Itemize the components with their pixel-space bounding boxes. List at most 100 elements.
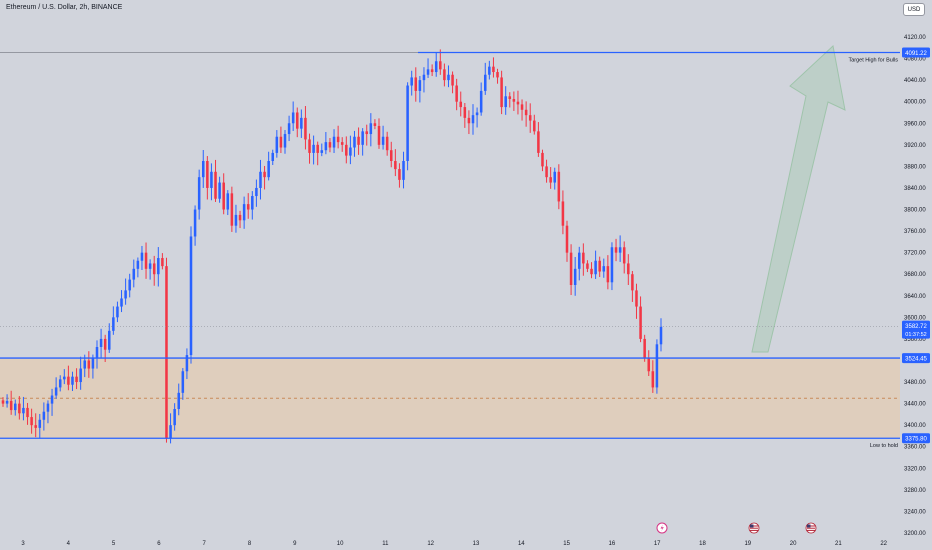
- candle: [434, 61, 438, 73]
- candle: [226, 193, 230, 210]
- y-tick-label: 3960.00: [904, 121, 926, 127]
- candle: [79, 368, 82, 383]
- candle: [520, 104, 524, 110]
- x-tick-label: 9: [293, 541, 297, 547]
- candle: [189, 236, 193, 356]
- candle: [54, 387, 58, 396]
- candle: [300, 117, 303, 129]
- candle: [124, 290, 127, 299]
- candle: [214, 171, 217, 199]
- candle: [210, 171, 213, 188]
- candle: [128, 279, 131, 291]
- x-tick-label: 18: [699, 541, 706, 547]
- y-tick-label: 3720.00: [904, 251, 926, 257]
- us-flag-icon[interactable]: [805, 522, 817, 534]
- candle: [267, 161, 270, 178]
- candle: [34, 425, 37, 428]
- x-tick-label: 10: [337, 541, 344, 547]
- x-tick-label: 7: [203, 541, 207, 547]
- candle: [50, 395, 54, 404]
- candle: [120, 298, 123, 307]
- y-tick-label: 4080.00: [904, 57, 926, 63]
- candle: [479, 90, 483, 113]
- candle: [312, 144, 315, 153]
- candle: [545, 166, 548, 178]
- candle: [410, 77, 413, 86]
- candle: [316, 144, 319, 153]
- candle: [459, 101, 463, 108]
- candle: [369, 123, 373, 135]
- candle: [385, 136, 389, 151]
- candle: [67, 376, 70, 385]
- y-tick-label: 3360.00: [904, 445, 926, 451]
- y-tick-label: 3800.00: [904, 208, 926, 214]
- candle: [87, 360, 91, 369]
- y-tick-label: 3560.00: [904, 337, 926, 343]
- candle: [541, 152, 544, 167]
- lightning-icon[interactable]: [656, 522, 668, 534]
- candle: [197, 177, 201, 210]
- candle: [524, 109, 528, 116]
- candle: [512, 99, 516, 102]
- candle: [304, 117, 307, 140]
- candle: [246, 204, 250, 210]
- us-flag-icon[interactable]: [748, 522, 760, 534]
- candle: [148, 263, 152, 269]
- candle: [553, 171, 557, 183]
- candle: [255, 187, 258, 197]
- level-price-badge: [902, 47, 930, 58]
- y-tick-label: 3240.00: [904, 509, 926, 515]
- candle: [610, 247, 614, 283]
- y-tick-label: 3480.00: [904, 380, 926, 386]
- candle: [132, 268, 136, 280]
- current-price-badge: [902, 320, 930, 339]
- candle: [557, 171, 561, 202]
- x-tick-label: 13: [473, 541, 480, 547]
- candle: [18, 403, 21, 414]
- currency-button[interactable]: USD: [903, 3, 925, 16]
- candle: [340, 142, 344, 145]
- candle: [508, 96, 512, 99]
- y-tick-label: 3760.00: [904, 229, 926, 235]
- candle: [602, 266, 606, 272]
- y-tick-label: 3640.00: [904, 294, 926, 300]
- y-tick-label: 3280.00: [904, 488, 926, 494]
- candle: [443, 69, 446, 81]
- candle: [295, 112, 299, 129]
- candle: [577, 252, 581, 269]
- candle: [398, 169, 401, 180]
- candle: [308, 139, 311, 153]
- candle: [144, 252, 148, 269]
- candle: [635, 290, 638, 307]
- candle: [107, 330, 111, 350]
- candle: [201, 161, 205, 178]
- candle: [537, 131, 540, 153]
- candle: [447, 74, 450, 81]
- candle: [422, 74, 426, 81]
- candle: [463, 107, 467, 118]
- x-tick-label: 17: [654, 541, 661, 547]
- candle: [320, 150, 324, 153]
- candle: [582, 252, 585, 264]
- candle: [627, 263, 630, 275]
- candle: [173, 409, 176, 426]
- candle: [26, 407, 29, 418]
- candle: [99, 338, 103, 347]
- y-tick-label: 3840.00: [904, 186, 926, 192]
- x-tick-label: 20: [790, 541, 797, 547]
- candle: [75, 376, 78, 383]
- candle: [377, 125, 381, 145]
- y-tick-label: 3600.00: [904, 315, 926, 321]
- chart-title: Ethereum / U.S. Dollar, 2h, BINANCE: [6, 4, 123, 11]
- y-tick-label: 3200.00: [904, 531, 926, 537]
- candle: [165, 266, 168, 439]
- candle: [500, 77, 503, 108]
- level-price-label: 3524.45: [905, 357, 927, 363]
- candle: [504, 96, 507, 108]
- candle: [218, 182, 221, 199]
- candle: [230, 193, 234, 226]
- x-tick-label: 22: [880, 541, 887, 547]
- candle: [439, 61, 442, 70]
- candle: [361, 131, 364, 145]
